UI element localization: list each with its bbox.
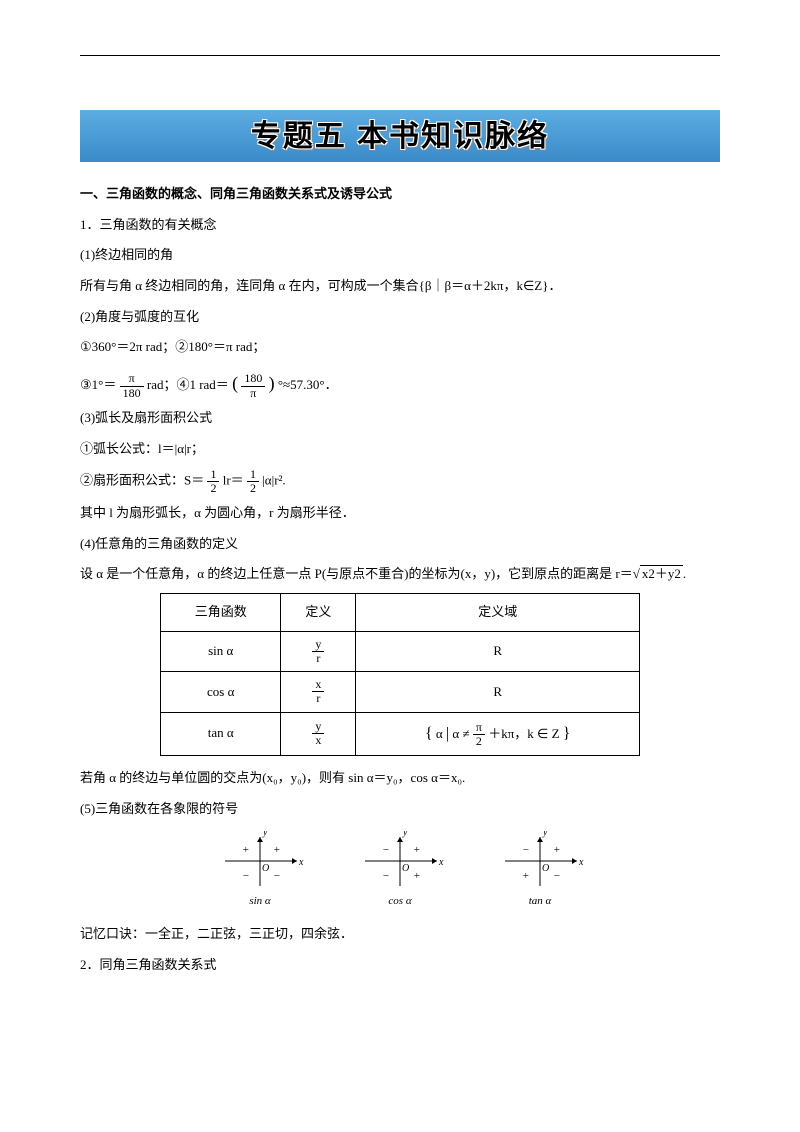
- lbrace-icon: {: [425, 725, 433, 742]
- title-banner: 专题五 本书知识脉络: [80, 110, 720, 162]
- cell-sin-def: y r: [281, 631, 356, 671]
- para-14: 记忆口诀：一全正，二正弦，三正切，四余弦．: [80, 922, 720, 947]
- cell-cos-dom: R: [356, 672, 640, 712]
- para-6: (3)弧长及扇形面积公式: [80, 406, 720, 431]
- frac-180-pi: 180 π: [241, 372, 265, 399]
- sqrt-icon: x2＋y2: [633, 562, 683, 587]
- para-12: 若角 α 的终边与单位圆的交点为(x₀，y₀)，则有 sin α＝y₀，cos …: [80, 766, 720, 791]
- p8-mid: lr＝: [223, 472, 244, 487]
- p8-pre: ②扇形面积公式：S＝: [80, 472, 204, 487]
- svg-text:+: +: [522, 870, 529, 882]
- lparen-icon: (: [232, 373, 238, 393]
- svg-text:O: O: [402, 863, 409, 874]
- vbar-icon: |: [446, 725, 449, 742]
- table-row: sin α y r R: [161, 631, 640, 671]
- svg-text:−: −: [382, 870, 389, 882]
- para-1: 1．三角函数的有关概念: [80, 213, 720, 238]
- svg-text:y: y: [542, 831, 548, 838]
- p11-end: .: [683, 566, 686, 581]
- table-row: tan α y x { α | α ≠ π 2 ＋kπ，k ∈ Z }: [161, 712, 640, 755]
- table-row: cos α x r R: [161, 672, 640, 712]
- svg-text:−: −: [382, 844, 389, 856]
- para-11: 设 α 是一个任意角，α 的终边上任意一点 P(与原点不重合)的坐标为(x，y)…: [80, 562, 720, 587]
- r3c3-post: ＋kπ，k ∈ Z: [488, 726, 559, 741]
- svg-text:x: x: [298, 857, 304, 868]
- svg-text:+: +: [242, 844, 249, 856]
- sign-sin: + + − − y x O sin α: [215, 831, 305, 912]
- para-5b: ③1°＝ π 180 rad；④1 rad＝ ( 180 π ) °≈57.30…: [80, 366, 720, 400]
- r3c3-mid: α ≠: [452, 726, 472, 741]
- sign-diagrams: + + − − y x O sin α − + − + y x O cos α − + + − …: [80, 831, 720, 912]
- frac-pi-180: π 180: [120, 372, 144, 399]
- cell-tan-def: y x: [281, 712, 356, 755]
- p8-end: |α|r².: [262, 472, 286, 487]
- svg-text:O: O: [262, 863, 269, 874]
- th-def: 定义: [281, 594, 356, 632]
- rparen-icon: ): [269, 373, 275, 393]
- rbrace-icon: }: [563, 725, 571, 742]
- svg-text:+: +: [413, 870, 420, 882]
- table-header-row: 三角函数 定义 定义域: [161, 594, 640, 632]
- axes-icon: − + + − y x O: [495, 831, 585, 891]
- svg-text:x: x: [438, 857, 444, 868]
- frac-half-2: 1 2: [247, 468, 259, 495]
- para-4: (2)角度与弧度的互化: [80, 305, 720, 330]
- para-9: 其中 l 为扇形弧长，α 为圆心角，r 为扇形半径．: [80, 501, 720, 526]
- label-tan: tan α: [529, 895, 552, 907]
- p11-pre: 设 α 是一个任意角，α 的终边上任意一点 P(与原点不重合)的坐标为(x，y)…: [80, 566, 633, 581]
- cell-cos-def: x r: [281, 672, 356, 712]
- top-rule: [80, 55, 720, 56]
- frac-pi-2: π 2: [473, 721, 485, 748]
- frac-x-r: x r: [312, 678, 324, 705]
- para-5a: ①360°＝2π rad；②180°＝π rad；: [80, 335, 720, 360]
- para-3: 所有与角 α 终边相同的角，连同角 α 在内，可构成一个集合{β｜β＝α＋2kπ…: [80, 274, 720, 299]
- svg-text:+: +: [553, 844, 560, 856]
- para-7: ①弧长公式：l＝|α|r；: [80, 437, 720, 462]
- para-10: (4)任意角的三角函数的定义: [80, 532, 720, 557]
- svg-text:−: −: [553, 870, 560, 882]
- axes-icon: + + − − y x O: [215, 831, 305, 891]
- para-2: (1)终边相同的角: [80, 243, 720, 268]
- svg-text:−: −: [522, 844, 529, 856]
- r3c3-pre: α: [436, 726, 443, 741]
- cell-sin-dom: R: [356, 631, 640, 671]
- banner-title: 专题五 本书知识脉络: [251, 108, 549, 165]
- frac-half-1: 1 2: [207, 468, 219, 495]
- th-domain: 定义域: [356, 594, 640, 632]
- frac-y-r: y r: [312, 638, 324, 665]
- svg-text:−: −: [273, 870, 280, 882]
- trig-definition-table: 三角函数 定义 定义域 sin α y r R cos α x r R tan …: [160, 593, 640, 756]
- p5b-end: °≈57.30°．: [278, 377, 338, 392]
- cell-tan-dom: { α | α ≠ π 2 ＋kπ，k ∈ Z }: [356, 712, 640, 755]
- p5b-post: rad；④1 rad＝: [147, 377, 229, 392]
- section-1-title: 一、三角函数的概念、同角三角函数关系式及诱导公式: [80, 182, 720, 207]
- svg-text:+: +: [273, 844, 280, 856]
- p11-rad: x2＋y2: [640, 565, 683, 581]
- axes-icon: − + − + y x O: [355, 831, 445, 891]
- para-15: 2．同角三角函数关系式: [80, 953, 720, 978]
- svg-text:y: y: [262, 831, 268, 838]
- th-func: 三角函数: [161, 594, 281, 632]
- p5b-pre: ③1°＝: [80, 377, 116, 392]
- cell-cos: cos α: [161, 672, 281, 712]
- svg-text:−: −: [242, 870, 249, 882]
- frac-y-x: y x: [312, 720, 324, 747]
- para-13: (5)三角函数在各象限的符号: [80, 797, 720, 822]
- cell-tan: tan α: [161, 712, 281, 755]
- svg-text:y: y: [402, 831, 408, 838]
- sign-tan: − + + − y x O tan α: [495, 831, 585, 912]
- svg-text:+: +: [413, 844, 420, 856]
- svg-text:x: x: [578, 857, 584, 868]
- label-cos: cos α: [388, 895, 411, 907]
- cell-sin: sin α: [161, 631, 281, 671]
- label-sin: sin α: [249, 895, 270, 907]
- sign-cos: − + − + y x O cos α: [355, 831, 445, 912]
- svg-text:O: O: [542, 863, 549, 874]
- para-8: ②扇形面积公式：S＝ 1 2 lr＝ 1 2 |α|r².: [80, 468, 720, 495]
